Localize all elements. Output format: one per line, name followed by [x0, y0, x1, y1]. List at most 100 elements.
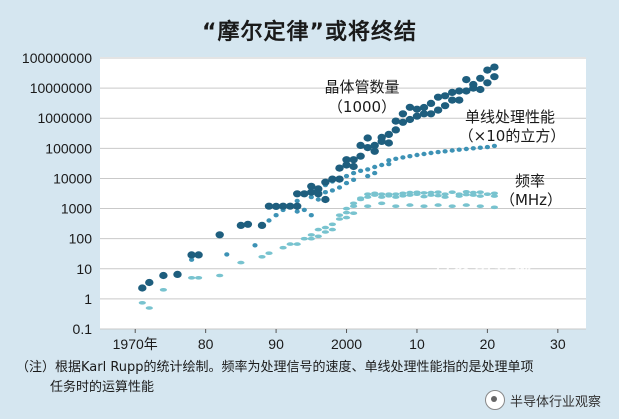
- single_thread-point: [365, 173, 371, 179]
- single_thread-point: [379, 162, 385, 168]
- transistors-point: [236, 221, 246, 229]
- transistors-point: [398, 118, 408, 126]
- photo-watermark: 日经中文网: [432, 263, 532, 283]
- single_thread-point: [372, 164, 378, 170]
- frequency-point: [406, 203, 414, 207]
- frequency-point: [469, 193, 477, 197]
- transistors-point: [412, 112, 422, 120]
- transistors-point: [398, 110, 408, 118]
- transistors-point: [173, 270, 182, 278]
- frequency-point: [455, 194, 463, 198]
- source-watermark: 半导体行业观察: [484, 390, 601, 410]
- transistors-point: [384, 139, 393, 147]
- transistors-point: [455, 96, 464, 104]
- frequency-point: [385, 192, 393, 196]
- frequency-point: [293, 242, 301, 246]
- grid-lines: [100, 57, 586, 330]
- transistors-point: [440, 92, 450, 100]
- axes: 100000000 10000000 1000000 100000 10000 1000 1…: [22, 50, 566, 352]
- frequency-point: [469, 190, 477, 195]
- single_thread-point: [329, 188, 335, 193]
- single_thread-label-line-2: （×10的立方）: [459, 127, 566, 145]
- transistors-point: [462, 76, 471, 84]
- single_thread-point: [442, 149, 448, 154]
- frequency-point: [413, 190, 421, 195]
- frequency-point: [378, 195, 386, 199]
- frequency-point: [307, 233, 315, 237]
- transistors-point: [448, 88, 457, 96]
- single_thread-point: [400, 155, 406, 160]
- single_thread-point: [491, 143, 497, 149]
- transistors-point: [419, 110, 429, 118]
- transistors-point: [405, 115, 415, 124]
- transistors-point: [349, 156, 358, 164]
- frequency-point: [448, 204, 456, 208]
- transistors-point: [483, 79, 492, 87]
- frequency-point: [420, 204, 428, 208]
- frequency-point: [490, 194, 498, 198]
- transistors-point: [328, 175, 337, 183]
- single_thread-point: [351, 170, 357, 176]
- single_thread-point: [294, 198, 300, 204]
- frequency-point: [216, 273, 224, 278]
- transistors-label-line-2: （1000）: [328, 98, 396, 116]
- single_thread-point: [365, 167, 371, 172]
- transistors-point: [419, 103, 429, 112]
- transistors-point: [342, 156, 351, 164]
- data-points: [138, 63, 499, 310]
- single_thread-point: [435, 149, 441, 155]
- frequency-point: [392, 192, 400, 196]
- transistors-point: [448, 96, 457, 104]
- single_thread-point: [322, 190, 328, 195]
- frequency-point: [145, 306, 153, 310]
- frequency-point: [392, 195, 400, 199]
- frequency-point: [279, 245, 287, 250]
- transistors-point: [243, 220, 253, 228]
- y-tick-label: 1: [84, 291, 92, 307]
- transistors-point: [476, 85, 485, 94]
- frequency-point: [420, 191, 428, 195]
- y-tick-label: 100000: [45, 140, 92, 156]
- frequency-point: [286, 242, 294, 246]
- single_thread-point: [393, 156, 399, 161]
- frequency-label-line-2: （MHz）: [500, 191, 562, 209]
- frequency-point: [350, 204, 358, 208]
- frequency-point: [364, 195, 372, 199]
- single_thread-point: [343, 180, 350, 186]
- frequency-point: [371, 193, 379, 197]
- frequency-point: [364, 192, 372, 196]
- transistors-point: [342, 161, 351, 169]
- x-tick-label: 10: [409, 336, 425, 352]
- x-tick-label: 90: [268, 336, 284, 352]
- transistors-point: [363, 144, 372, 152]
- single_thread-point: [456, 147, 462, 152]
- single_thread-point: [315, 197, 321, 202]
- y-tick-label: 1000000: [37, 110, 92, 126]
- single_thread-point: [358, 168, 364, 173]
- single_thread-point: [386, 161, 392, 167]
- single_thread-point: [407, 154, 413, 159]
- frequency-point: [335, 217, 344, 221]
- frequency-point: [188, 276, 196, 280]
- frequency-point: [307, 236, 315, 241]
- transistors-point: [433, 106, 443, 114]
- frequency-point: [441, 192, 449, 196]
- frequency-point: [195, 276, 203, 280]
- transistors-point: [426, 110, 436, 118]
- transistors-point: [307, 182, 316, 190]
- transistors-point: [271, 202, 281, 210]
- transistors-point: [412, 105, 422, 113]
- frequency-point: [434, 190, 442, 194]
- transistors-point: [370, 141, 379, 149]
- frequency-point: [399, 194, 407, 198]
- transistors-point: [145, 278, 154, 287]
- frequency-point: [476, 194, 484, 198]
- y-tick-label: 100: [69, 231, 93, 247]
- x-tick-label: 1970年: [113, 336, 158, 352]
- y-tick-label: 100000000: [22, 50, 92, 66]
- frequency-point: [399, 191, 407, 196]
- frequency-point: [357, 196, 365, 200]
- transistors-point: [321, 178, 330, 186]
- single_thread-point: [414, 152, 420, 158]
